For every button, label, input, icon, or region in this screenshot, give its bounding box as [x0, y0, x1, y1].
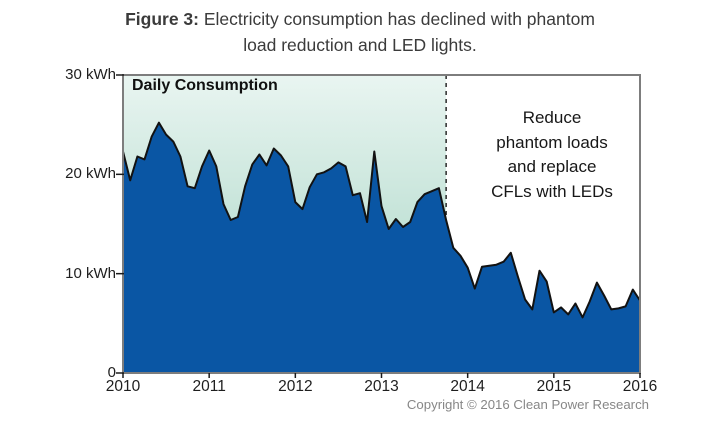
- figure-title-line2: load reduction and LED lights.: [243, 35, 477, 55]
- consumption-line: [122, 121, 641, 319]
- figure-number: Figure 3:: [125, 9, 199, 29]
- x-axis-tick-label: 2015: [536, 378, 572, 395]
- y-axis-tick-label: 10 kWh: [65, 264, 116, 282]
- series-label: Daily Consumption: [132, 77, 278, 94]
- y-axis-tick-label: 30 kWh: [65, 66, 116, 83]
- axis-ticks: [116, 74, 641, 378]
- x-axis-tick-label: 2012: [278, 378, 313, 395]
- x-axis-tick-label: 2016: [622, 378, 658, 395]
- y-axis-tick-label: 20 kWh: [65, 165, 116, 183]
- x-axis-tick-label: 2010: [105, 378, 141, 395]
- y-axis-tick-label: 0: [107, 364, 116, 381]
- x-axis-tick-label: 2014: [450, 378, 485, 395]
- consumption-area: [123, 122, 640, 373]
- x-axis-tick-label: 2011: [192, 378, 226, 395]
- annotation-text: Reduce phantom loads and replace CFLs wi…: [491, 108, 613, 201]
- x-axis-tick-label: 2013: [364, 378, 399, 395]
- copyright-text: Copyright © 2016 Clean Power Research: [406, 397, 649, 412]
- figure-title-text: Electricity consumption has declined wit…: [199, 9, 595, 29]
- figure-title-line1: Figure 3: Electricity consumption has de…: [0, 6, 720, 32]
- figure-title: Figure 3: Electricity consumption has de…: [0, 6, 720, 58]
